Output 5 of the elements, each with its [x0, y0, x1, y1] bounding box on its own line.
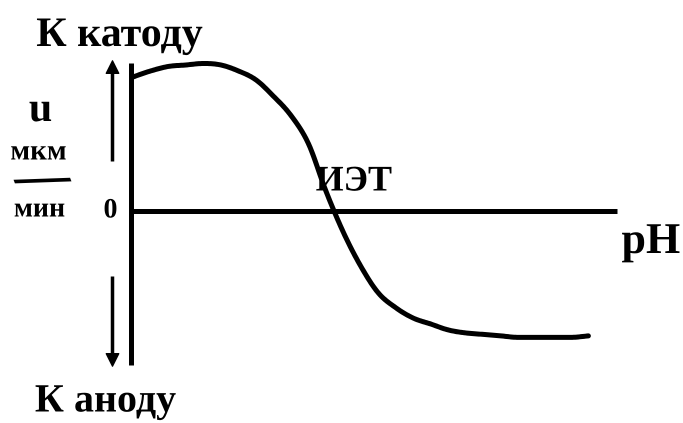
x-axis-title: pH	[622, 214, 680, 264]
text: К катоду	[36, 10, 203, 56]
text: 0	[104, 194, 118, 225]
text: К аноду	[34, 375, 176, 420]
y-axis-title: u мкм/мин	[0, 85, 88, 224]
